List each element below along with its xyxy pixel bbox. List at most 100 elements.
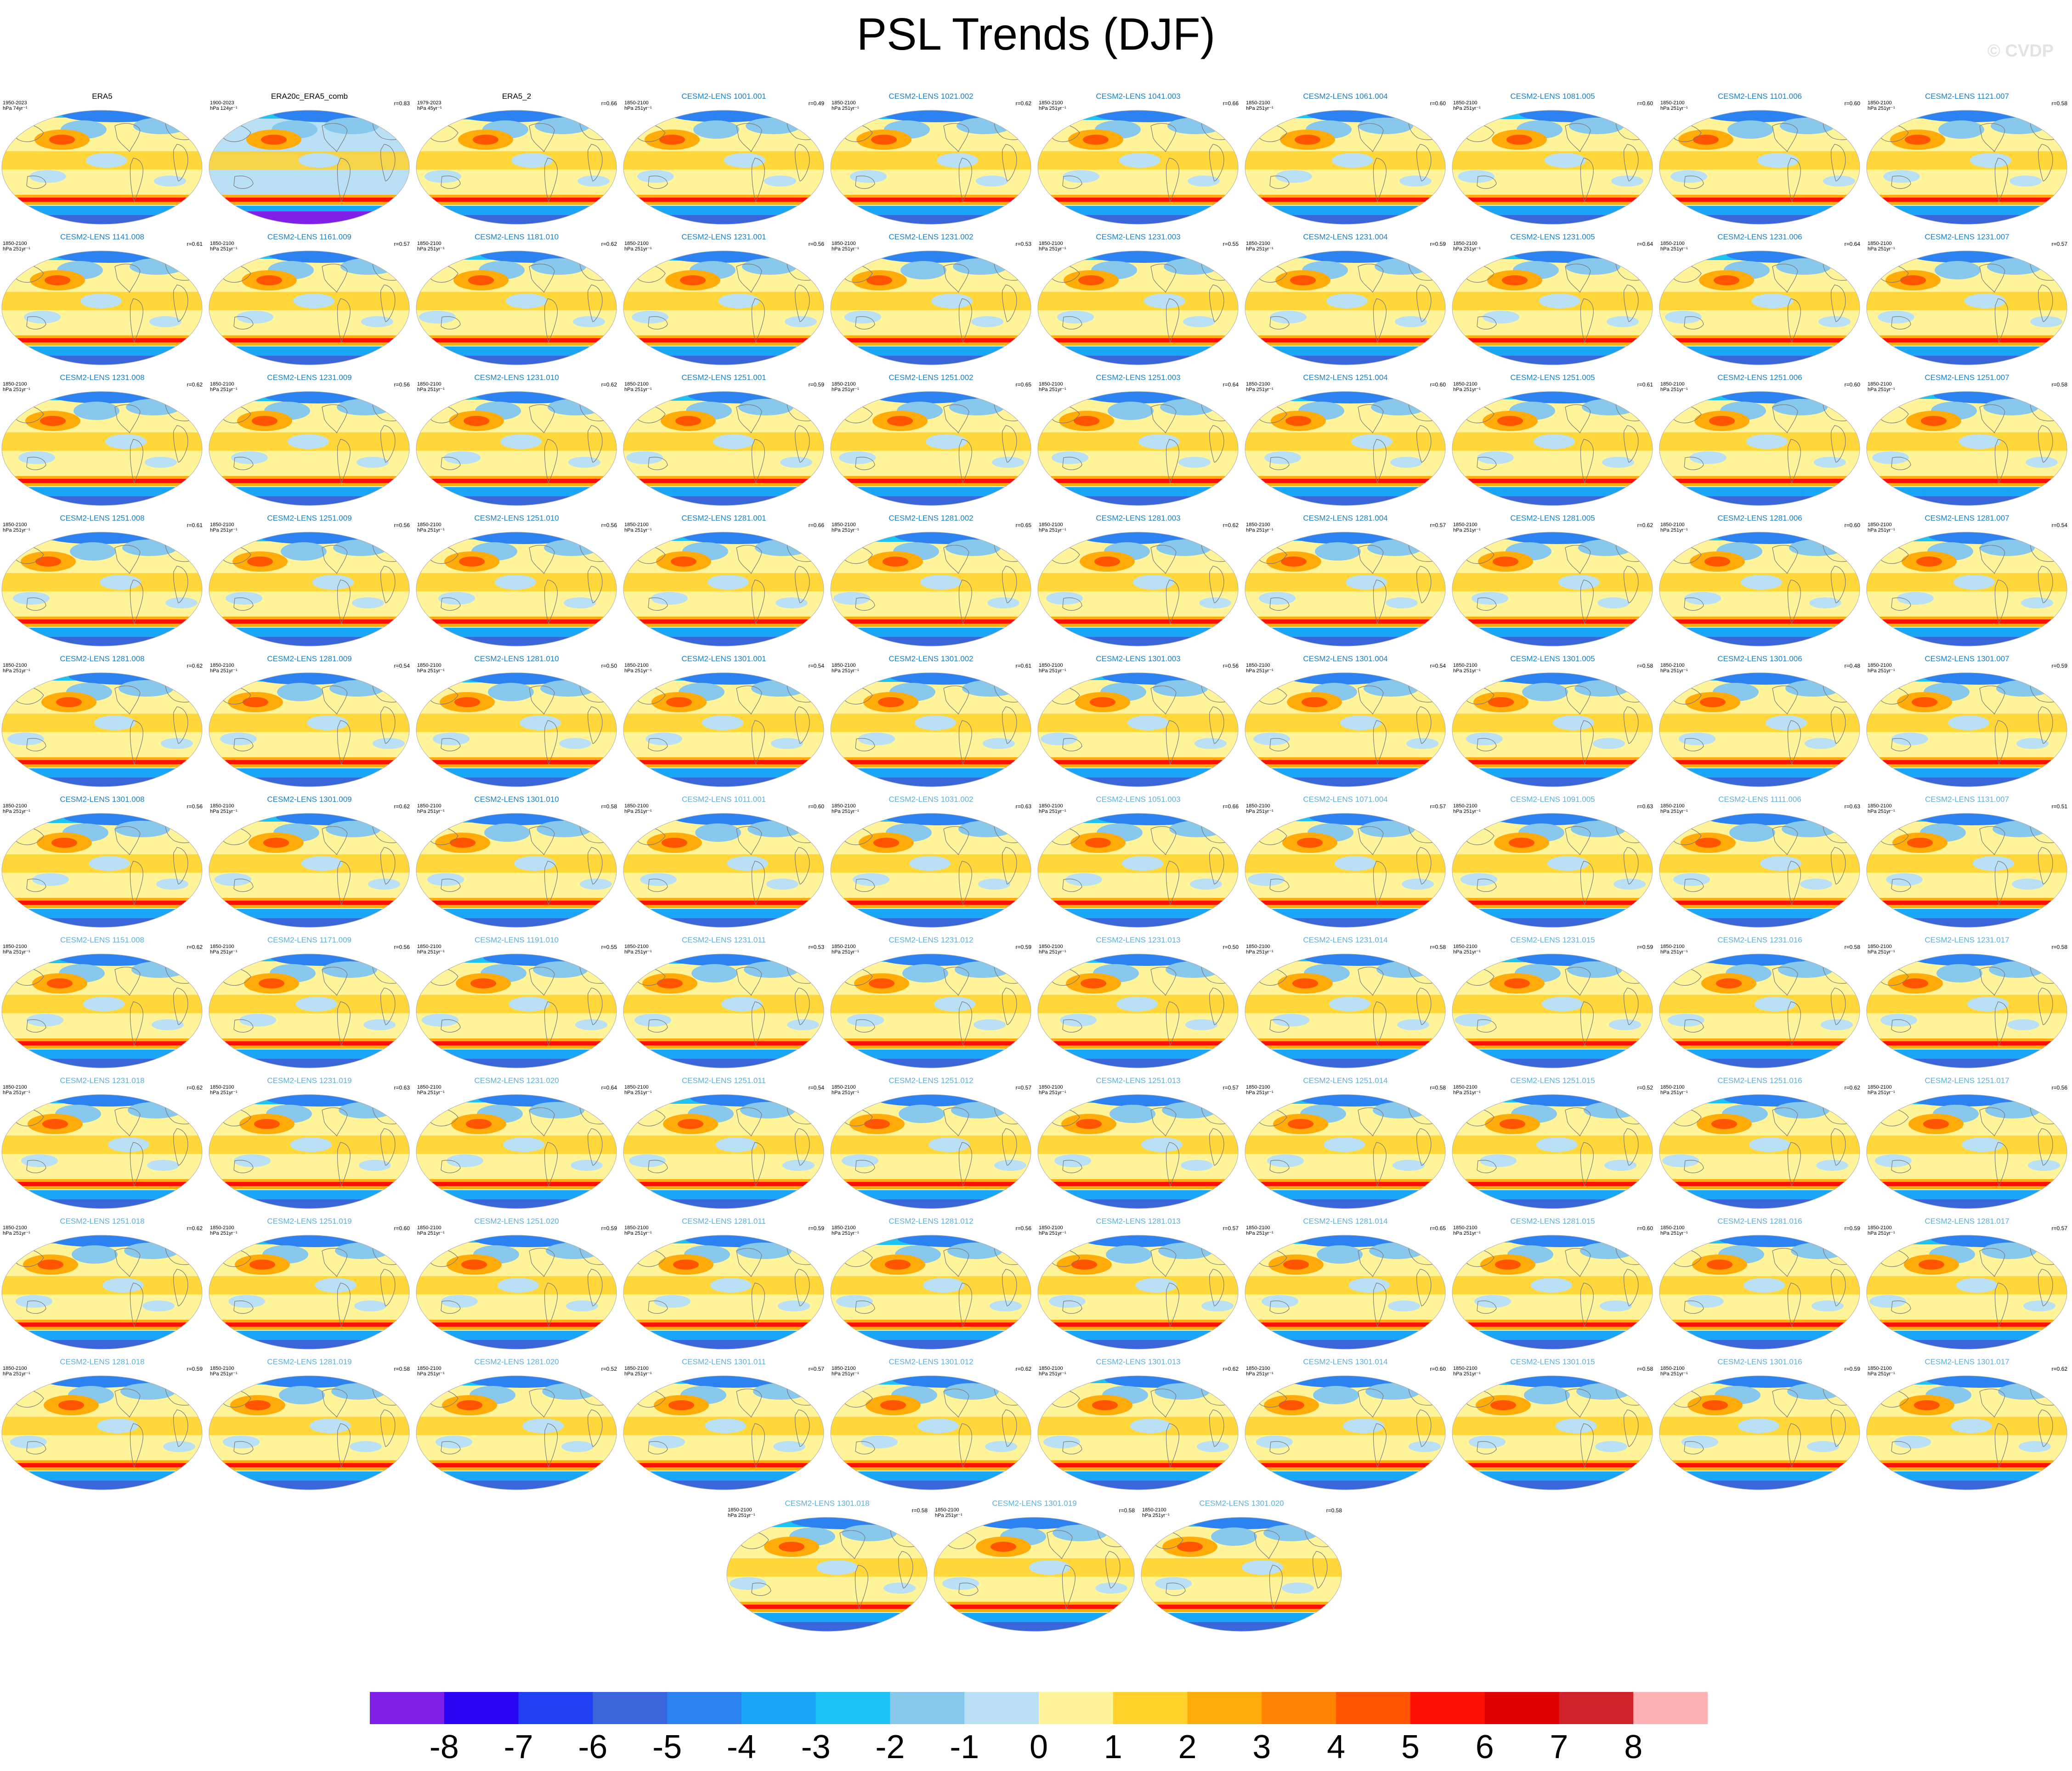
- antarctic-band: [1038, 1340, 1238, 1349]
- panel-pattern-correlation: r=0.59: [601, 1225, 617, 1232]
- indian-ocean-patch: [1388, 1300, 1420, 1311]
- panel-unit: hPa 251yr⁻¹: [1660, 106, 1688, 111]
- southern-positive-core: [416, 1182, 617, 1186]
- southern-ocean-negative-belt: [1452, 487, 1653, 496]
- south-pacific-patch: [1670, 170, 1707, 183]
- africa-outline: [795, 847, 810, 885]
- australia-outline: [751, 1583, 771, 1596]
- indian-ocean-patch: [568, 457, 600, 468]
- map-panel: CESM2-LENS 1281.012 1850-2100 hPa 251yr⁻¹ r…: [829, 1217, 1033, 1355]
- trend-map: [1659, 110, 1860, 225]
- antarctic-band: [2, 1481, 202, 1490]
- pacific-high-core: [1288, 1119, 1313, 1129]
- panel-period: 1850-2100: [210, 663, 234, 668]
- southern-positive-core: [831, 479, 1031, 483]
- panel-unit: hPa 251yr⁻¹: [1246, 106, 1274, 111]
- indian-ocean-patch: [2021, 597, 2053, 608]
- panel-period: 1850-2100: [417, 803, 442, 809]
- north-america-outline: [1358, 1248, 1384, 1277]
- map-panel: CESM2-LENS 1101.006 1850-2100 hPa 251yr⁻¹ r…: [1658, 92, 1862, 230]
- pacific-high-core: [668, 1400, 694, 1410]
- north-america-outline: [322, 1388, 348, 1418]
- trend-map: [1452, 391, 1653, 506]
- map-border: [1659, 813, 1860, 928]
- antarctic-band: [1245, 496, 1445, 505]
- antarctic-band: [1245, 1199, 1445, 1209]
- pacific-high-core: [887, 416, 913, 426]
- trend-map: [1, 110, 203, 225]
- map-border: [1452, 532, 1653, 647]
- map-border: [209, 1094, 410, 1209]
- trend-map: [1037, 532, 1239, 647]
- southern-positive-core: [209, 198, 409, 202]
- antarctic-band: [2, 496, 202, 505]
- antarctic-band: [1038, 1199, 1238, 1209]
- panel-period: 1850-2100: [1039, 1084, 1063, 1090]
- southern-ocean-negative-belt: [209, 768, 409, 778]
- north-america-outline: [736, 685, 762, 715]
- southern-ocean-negative-belt: [1659, 768, 1860, 778]
- south-pacific-patch: [1041, 732, 1077, 745]
- north-atlantic-anomaly: [738, 399, 793, 415]
- south-pacific-patch: [648, 1436, 685, 1448]
- southern-ocean-negative-belt: [1867, 909, 2067, 918]
- arctic-core: [1086, 1095, 1196, 1107]
- indian-ocean-patch: [352, 597, 384, 608]
- map-panel: CESM2-LENS 1091.005 1850-2100 hPa 251yr⁻¹ r…: [1450, 795, 1655, 933]
- tropical-negative-patch: [721, 997, 763, 1011]
- australia-outline: [1477, 1441, 1497, 1454]
- africa-outline: [1313, 1551, 1328, 1589]
- indian-ocean-patch: [1188, 176, 1220, 187]
- south-america-outline: [1580, 579, 1594, 624]
- map-panel: CESM2-LENS 1301.018 1850-2100 hPa 251yr⁻¹ r…: [725, 1499, 929, 1637]
- panel-title: CESM2-LENS 1281.016: [1717, 1217, 1802, 1226]
- south-pacific-patch: [1466, 732, 1503, 745]
- north-pacific-anomaly: [72, 1245, 118, 1264]
- south-america-outline: [1580, 1001, 1594, 1046]
- panel-pattern-correlation: r=0.62: [1015, 100, 1031, 107]
- panel-period: 1850-2100: [624, 381, 649, 387]
- panel-title: CESM2-LENS 1301.003: [1096, 654, 1181, 663]
- panel-title: CESM2-LENS 1251.014: [1303, 1076, 1388, 1085]
- antarctic-band: [1452, 637, 1653, 646]
- panel-title: CESM2-LENS 1121.007: [1925, 92, 2009, 101]
- indian-ocean-patch: [357, 457, 389, 468]
- panel-period: 1850-2100: [1039, 100, 1063, 106]
- north-pacific-anomaly: [1313, 1386, 1359, 1404]
- south-america-outline: [958, 579, 972, 624]
- southern-ocean-negative-belt: [831, 487, 1031, 496]
- panel-unit: hPa 251yr⁻¹: [1453, 668, 1481, 674]
- panel-period: 1850-2100: [3, 1084, 27, 1090]
- panel-pattern-correlation: r=0.60: [1844, 381, 1860, 388]
- panel-title: CESM2-LENS 1151.008: [60, 936, 144, 944]
- map-panel: CESM2-LENS 1231.002 1850-2100 hPa 251yr⁻¹ r…: [829, 233, 1033, 370]
- pacific-high-core: [1074, 416, 1099, 426]
- arctic-core: [1508, 392, 1619, 403]
- panel-unit: hPa 251yr⁻¹: [1868, 1371, 1895, 1377]
- north-atlantic-anomaly: [1162, 1102, 1217, 1118]
- pacific-high-core: [885, 1260, 911, 1270]
- panel-unit: hPa 251yr⁻¹: [417, 528, 445, 533]
- north-america-outline: [322, 263, 348, 293]
- tropical-negative-patch: [705, 1419, 746, 1433]
- map-panel: CESM2-LENS 1231.016 1850-2100 hPa 251yr⁻¹ r…: [1658, 936, 1862, 1073]
- africa-outline: [1624, 144, 1639, 182]
- south-america-outline: [1787, 439, 1801, 484]
- south-pacific-patch: [858, 732, 895, 745]
- panel-period: 1850-2100: [1868, 100, 1892, 106]
- indian-ocean-patch: [974, 1019, 1006, 1030]
- panel-unit: hPa 251yr⁻¹: [1453, 528, 1481, 533]
- tropical-negative-patch: [520, 715, 561, 730]
- map-panel: CESM2-LENS 1231.013 1850-2100 hPa 251yr⁻¹ r…: [1036, 936, 1240, 1073]
- trend-map: [1452, 813, 1653, 928]
- north-america-outline: [529, 123, 555, 153]
- tropical-negative-patch: [1340, 715, 1381, 730]
- southern-positive-core: [1038, 1323, 1238, 1327]
- australia-outline: [1269, 1160, 1290, 1173]
- southern-positive-core: [1867, 338, 2067, 342]
- trend-map: [1659, 532, 1860, 647]
- indian-ocean-patch: [764, 176, 796, 187]
- trend-map: [1659, 1375, 1860, 1490]
- tropical-negative-patch: [1766, 715, 1807, 730]
- map-panel: CESM2-LENS 1301.016 1850-2100 hPa 251yr⁻¹ r…: [1658, 1357, 1862, 1495]
